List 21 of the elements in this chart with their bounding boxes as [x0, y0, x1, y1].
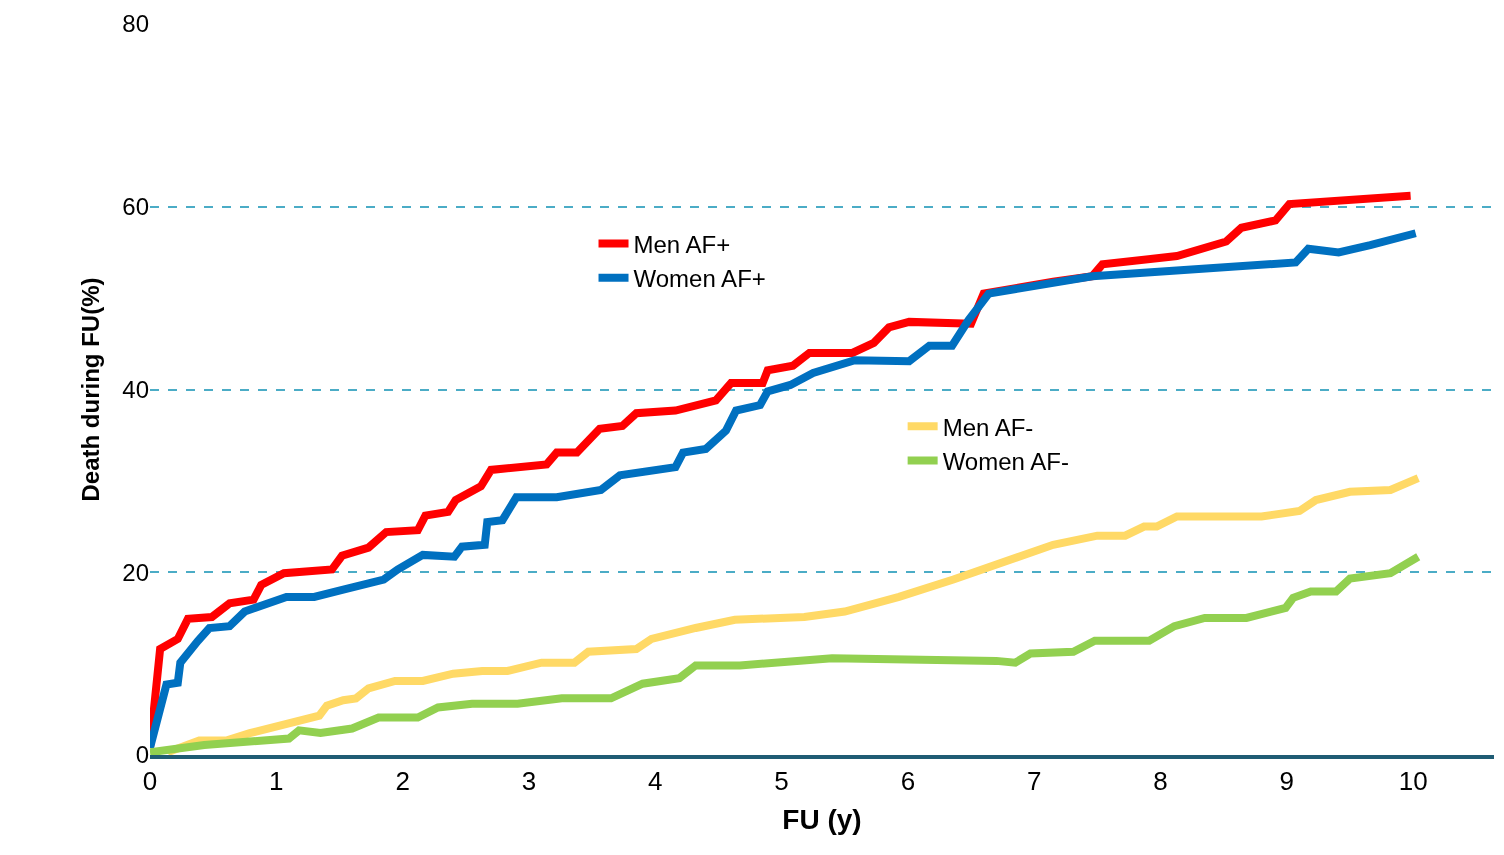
y-tick-label: 0	[135, 741, 149, 769]
y-tick-label: 40	[122, 375, 149, 403]
x-tick-label: 10	[1398, 766, 1428, 797]
x-tick-label: 3	[521, 766, 537, 797]
x-axis-title: FU (y)	[782, 803, 862, 835]
legend-label: Women AF-	[942, 447, 1069, 475]
x-tick-label: 7	[1026, 766, 1042, 797]
y-tick-label: 60	[122, 193, 149, 221]
legend-label: Men AF+	[633, 230, 731, 258]
x-tick-label: 1	[269, 766, 284, 797]
y-tick-label: 20	[122, 558, 149, 586]
x-tick-label: 4	[648, 766, 663, 797]
y-axis-title: Death during FU(%)	[77, 277, 105, 502]
legend-label: Men AF-	[942, 413, 1034, 441]
x-tick-label: 5	[774, 766, 789, 797]
y-tick-label: 80	[122, 10, 149, 38]
x-tick-label: 8	[1153, 766, 1168, 797]
x-tick-label: 9	[1279, 766, 1295, 797]
legend-label: Women AF+	[633, 265, 766, 293]
x-tick-label: 6	[900, 766, 916, 797]
x-tick-label: 2	[395, 766, 410, 797]
